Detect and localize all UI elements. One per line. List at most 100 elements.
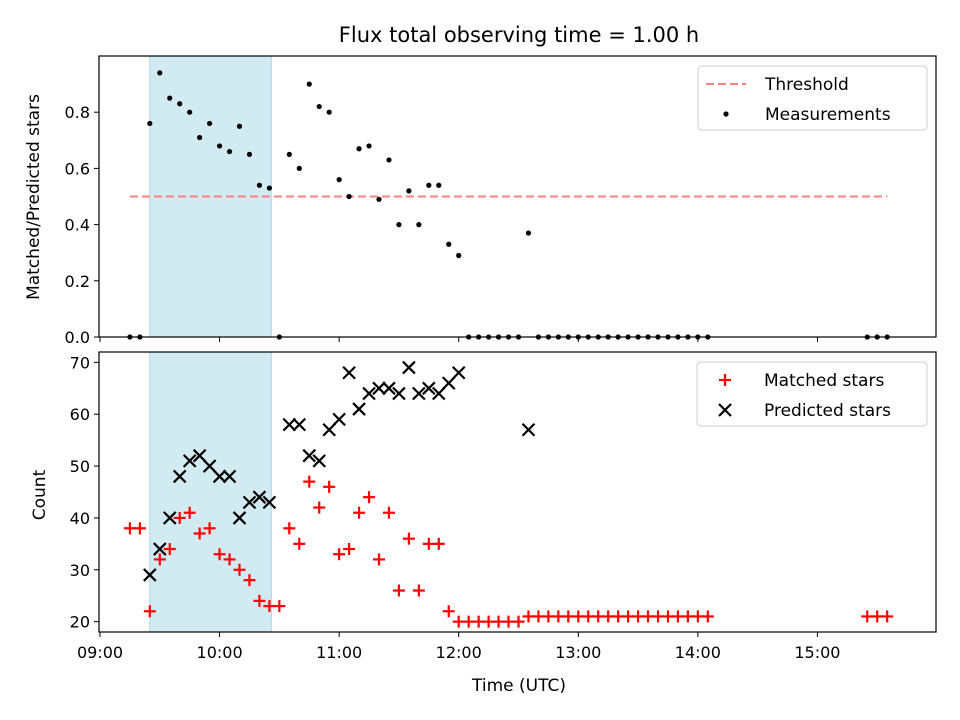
top-y-tick-label: 0.6 [65, 159, 90, 178]
bottom-y-tick-label: 20 [70, 613, 90, 632]
matched-star-point [512, 615, 525, 628]
measurement-point [306, 81, 312, 87]
bottom-y-axis-label: Count [30, 469, 50, 520]
measurement-point [157, 70, 163, 76]
predicted-star-d2 [302, 448, 317, 463]
matched-star-point [213, 548, 226, 561]
matched-star-point [183, 506, 196, 519]
matched-star-point [293, 537, 306, 550]
predicted-star-point [162, 511, 177, 525]
bottom-y-tick-label: 30 [70, 561, 90, 580]
predicted-star-point [172, 469, 187, 484]
top-legend: Threshold Measurements [697, 65, 928, 131]
matched-star-point [442, 605, 455, 618]
predicted-star-d2 [312, 454, 326, 468]
bottom-y-tick-label: 50 [70, 457, 90, 476]
predicted-star-point [352, 402, 366, 416]
predicted-star-d2 [402, 360, 416, 375]
predicted-star-point [342, 365, 356, 380]
predicted-star-d2 [332, 412, 346, 427]
top-panel: 0.0 0.2 0.4 0.6 0.8 Threshold Measurements [65, 55, 937, 347]
predicted-star-d2 [432, 386, 446, 401]
predicted-star-point [292, 417, 307, 432]
measurement-point [396, 222, 402, 228]
measurement-point [336, 177, 342, 183]
predicted-star-d2 [252, 490, 267, 504]
predicted-star-d2 [352, 402, 366, 416]
predicted-star-d2 [322, 422, 336, 437]
predicted-star-d2 [242, 495, 257, 510]
measurement-point [187, 109, 193, 115]
matched-star-point [363, 491, 376, 504]
matched-star-point [701, 610, 714, 623]
measurement-point [316, 103, 322, 110]
predicted-star-d2 [441, 376, 456, 390]
predicted-star-point [402, 360, 416, 375]
matched-star-point [432, 537, 445, 550]
predicted-star-d2 [392, 386, 406, 401]
measurement-point [386, 157, 392, 163]
measurement-point [147, 120, 153, 127]
measurement-point [356, 146, 362, 152]
measurement-point [296, 165, 302, 171]
predicted-star-point [232, 511, 247, 525]
predicted-star-d2 [372, 381, 386, 396]
x-axis-label: Time (UTC) [471, 676, 566, 696]
predicted-star-point [432, 386, 446, 401]
predicted-star-point [212, 469, 227, 484]
top-legend-box [697, 65, 928, 131]
predicted-star-point [153, 542, 167, 556]
predicted-star-d2 [162, 511, 177, 525]
predicted-star-d2 [342, 365, 356, 380]
top-axes-frame [98, 55, 937, 338]
matched-star-point [881, 610, 894, 623]
predicted-star-point [322, 422, 336, 437]
x-tick-label: 11:00 [316, 643, 362, 662]
measurement-point [286, 151, 292, 157]
matched-star-point [253, 594, 266, 607]
measurement-point [197, 134, 203, 141]
predicted-star-point [192, 448, 207, 463]
measurement-point [266, 185, 272, 191]
predicted-star-d2 [143, 568, 157, 582]
predicted-star-d2 [153, 542, 167, 556]
matched-star-point [283, 522, 296, 535]
measurement-point [376, 196, 382, 202]
matched-star-point [173, 511, 186, 524]
predicted-star-point [372, 381, 386, 396]
top-y-tick-label: 0.4 [65, 216, 90, 235]
predicted-star-d2 [362, 386, 376, 401]
matched-star-point [343, 543, 356, 556]
top-y-tick-label: 0.0 [65, 328, 90, 347]
x-tick-label: 13:00 [555, 643, 601, 662]
bottom-axes-frame [98, 351, 937, 633]
matched-star-point [163, 543, 176, 556]
top-y-tick-label: 0.2 [65, 272, 90, 291]
x-tick-label: 10:00 [197, 643, 243, 662]
bottom-legend-box [696, 361, 928, 427]
legend-measurement-swatch [723, 111, 729, 117]
matched-star-point [412, 584, 425, 597]
measurement-point [436, 182, 442, 188]
predicted-star-point [312, 454, 326, 468]
top-y-axis-label: Matched/Predicted stars [24, 94, 44, 300]
matched-star-point [313, 501, 326, 514]
x-tick-label: 14:00 [675, 643, 721, 662]
predicted-star-point [422, 381, 436, 396]
predicted-star-point [143, 568, 157, 582]
matched-star-point [133, 522, 146, 535]
predicted-star-point [441, 376, 456, 390]
predicted-star-point [182, 454, 197, 468]
chart-title: Flux total observing time = 1.00 h [339, 23, 699, 47]
matched-star-point [333, 548, 346, 561]
matched-star-point [382, 506, 395, 519]
predicted-star-point [262, 495, 277, 510]
measurement-point [256, 182, 263, 188]
bottom-y-tick-label: 70 [70, 353, 90, 372]
predicted-star-d2 [212, 469, 227, 484]
legend-predicted-swatch-d2 [718, 403, 732, 417]
measurement-point [406, 188, 412, 194]
predicted-star-d2 [451, 365, 466, 380]
predicted-star-d2 [222, 469, 237, 484]
matched-star-point [323, 480, 336, 493]
